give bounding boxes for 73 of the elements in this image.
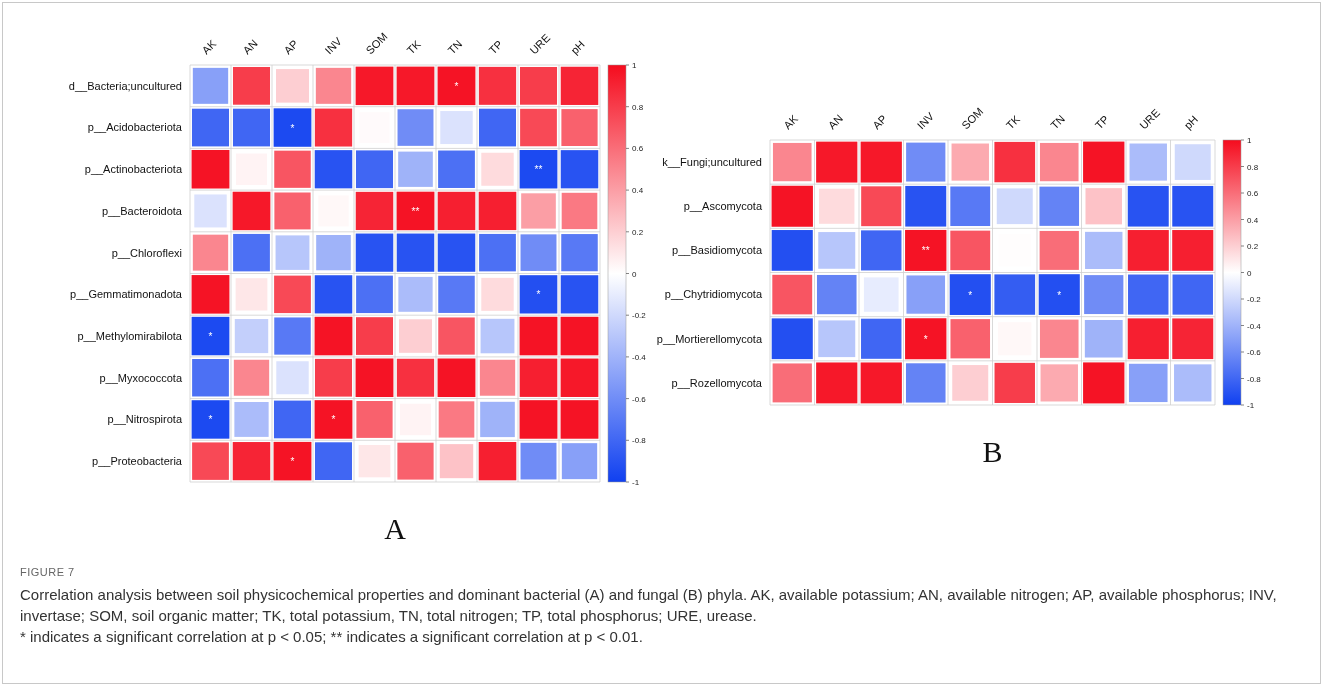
color-bar-label: -0.8: [1247, 374, 1262, 384]
color-bar-label: 0.4: [1247, 215, 1259, 225]
color-bar-label: 0: [1247, 268, 1252, 278]
x-tick-label: INV: [322, 34, 345, 57]
color-bar-label: -1: [1247, 401, 1255, 410]
x-tick-label: AN: [240, 37, 260, 57]
color-bar-label: -0.8: [632, 436, 647, 446]
x-tick-label: TP: [486, 37, 505, 57]
y-tick-label: p__Acidobacteriota: [87, 121, 183, 134]
x-tick-label: AK: [781, 112, 801, 132]
text: Correlation analysis between soil physicochemical properties and dominant bacterial (A) and fungal (B) phyla. AK, available potassium; AN, available nitrogen; AP, available phosphorus; INV, invertase; SOM, soil organic matter; TK, total potassium, TN, total nitrogen; TP, total phosphorus; URE, urease.: [20, 585, 1278, 626]
color-bar-label: -0.6: [632, 394, 647, 404]
data-label: *: [968, 289, 973, 301]
y-tick-label: p__Methylomirabilota: [77, 329, 183, 342]
x-tick-label: pH: [1181, 112, 1201, 132]
x-tick-label: TN: [445, 37, 465, 57]
x-tick-label: TK: [404, 37, 424, 57]
color-bar-label: 0.8: [632, 102, 644, 112]
y-tick-label: p__Mortierellomycota: [656, 332, 763, 345]
data-label: *: [1057, 289, 1062, 301]
data-label: *: [290, 456, 295, 468]
text: A: [383, 512, 407, 546]
color-bar-label: 0.4: [632, 186, 644, 196]
y-tick-label: p__Gemmatimonadota: [70, 288, 183, 301]
text: B: [981, 435, 1004, 469]
data-label: *: [208, 331, 213, 343]
y-tick-label: p__Ascomycota: [683, 200, 763, 213]
x-tick-label: AN: [825, 112, 846, 132]
x-tick-label: AP: [870, 112, 890, 132]
data-label: *: [454, 80, 459, 92]
data-label: *: [536, 289, 541, 301]
color-bar-label: 0.2: [632, 227, 644, 237]
x-tick-label: TP: [1092, 112, 1112, 132]
y-tick-label: p__Rozellomycota: [671, 376, 763, 389]
data-label: *: [208, 414, 213, 426]
x-tick-label: TN: [1048, 112, 1068, 132]
color-bar-label: -0.2: [632, 311, 647, 321]
x-tick-label: pH: [568, 37, 587, 57]
y-tick-label: p__Chytridiomycota: [664, 288, 763, 301]
x-tick-label: INV: [914, 109, 937, 132]
data-label: *: [923, 333, 928, 345]
x-tick-label: AP: [281, 37, 301, 57]
color-bar-label: -0.6: [1247, 348, 1262, 357]
color-bar-label: 0: [632, 269, 637, 279]
y-tick-label: p__Bacteroidota: [101, 204, 183, 217]
x-tick-label: TK: [1003, 112, 1023, 132]
data-label: **: [921, 245, 930, 257]
caption: FIGURE 7: [20, 566, 76, 578]
y-tick-label: p__Proteobacteria: [92, 455, 183, 468]
y-tick-label: p__Myxococcota: [99, 371, 183, 384]
color-bar-label: -1: [632, 478, 640, 487]
data-label: *: [290, 122, 295, 134]
color-bar-label: 1: [632, 61, 637, 70]
data-label: **: [411, 205, 420, 217]
color-bar-label: 0.6: [632, 144, 644, 154]
color-bar-label: -0.4: [1247, 321, 1262, 331]
data-label: *: [331, 414, 336, 426]
color-bar-label: 0.8: [1247, 162, 1259, 172]
color-bar-label: 0.6: [1247, 189, 1259, 198]
y-tick-label: p__Nitrospirota: [107, 413, 183, 426]
y-tick-label: p__Basidiomycota: [672, 244, 763, 257]
color-bar-label: 1: [1247, 136, 1252, 145]
y-tick-label: k__Fungi;uncultured: [662, 155, 762, 168]
x-tick-label: AK: [199, 37, 219, 57]
color-bar-label: 0.2: [1247, 242, 1259, 251]
y-tick-label: p__Actinobacteriota: [84, 163, 183, 176]
color-bar-label: -0.4: [632, 352, 647, 362]
text: * indicates a significant correlation at p < 0.05; ** indicates a significant correlation at p < 0.01.: [20, 627, 644, 647]
y-tick-label: d__Bacteria;uncultured: [68, 79, 182, 92]
y-tick-label: p__Chloroflexi: [111, 246, 182, 259]
colorbar: -1 -0.8 -0.6 -0.4 -0.2 0 0.2 0.4 0.6 0.8 1: [1223, 132, 1283, 413]
data-label: **: [534, 164, 543, 176]
color-bar-label: -0.2: [1247, 295, 1262, 304]
